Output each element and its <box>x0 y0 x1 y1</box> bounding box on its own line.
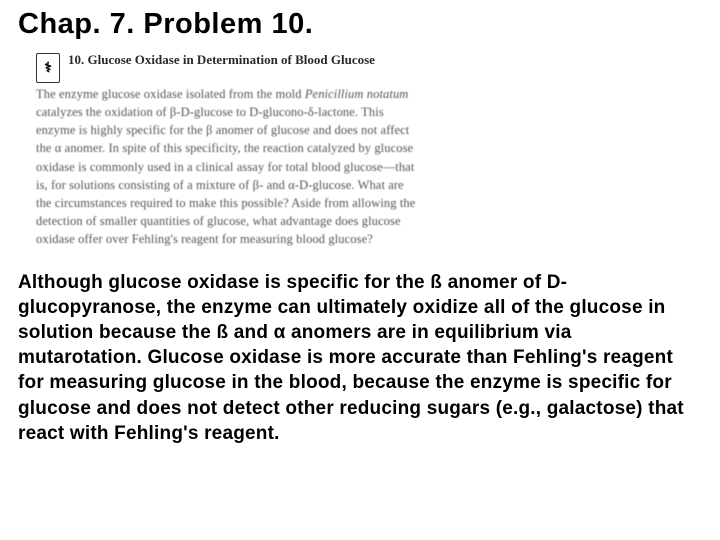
medical-icon: ⚕ <box>36 53 60 83</box>
answer-text: Although glucose oxidase is specific for… <box>18 270 702 446</box>
problem-body: The enzyme glucose oxidase isolated from… <box>36 85 421 248</box>
problem-lead: The enzyme glucose oxidase isolated from… <box>36 87 305 101</box>
problem-header: ⚕ 10. Glucose Oxidase in Determination o… <box>36 51 421 83</box>
page-title: Chap. 7. Problem 10. <box>18 8 702 41</box>
problem-title: 10. Glucose Oxidase in Determination of … <box>68 51 375 69</box>
problem-title-wrap: 10. Glucose Oxidase in Determination of … <box>68 51 375 69</box>
problem-number-label: 10. Glucose Oxidase in Determination of … <box>68 52 375 67</box>
species-name: Penicillium notatum <box>305 87 409 101</box>
problem-statement: ⚕ 10. Glucose Oxidase in Determination o… <box>36 51 421 248</box>
problem-rest: catalyzes the oxidation of β-D-glucose t… <box>36 105 415 246</box>
